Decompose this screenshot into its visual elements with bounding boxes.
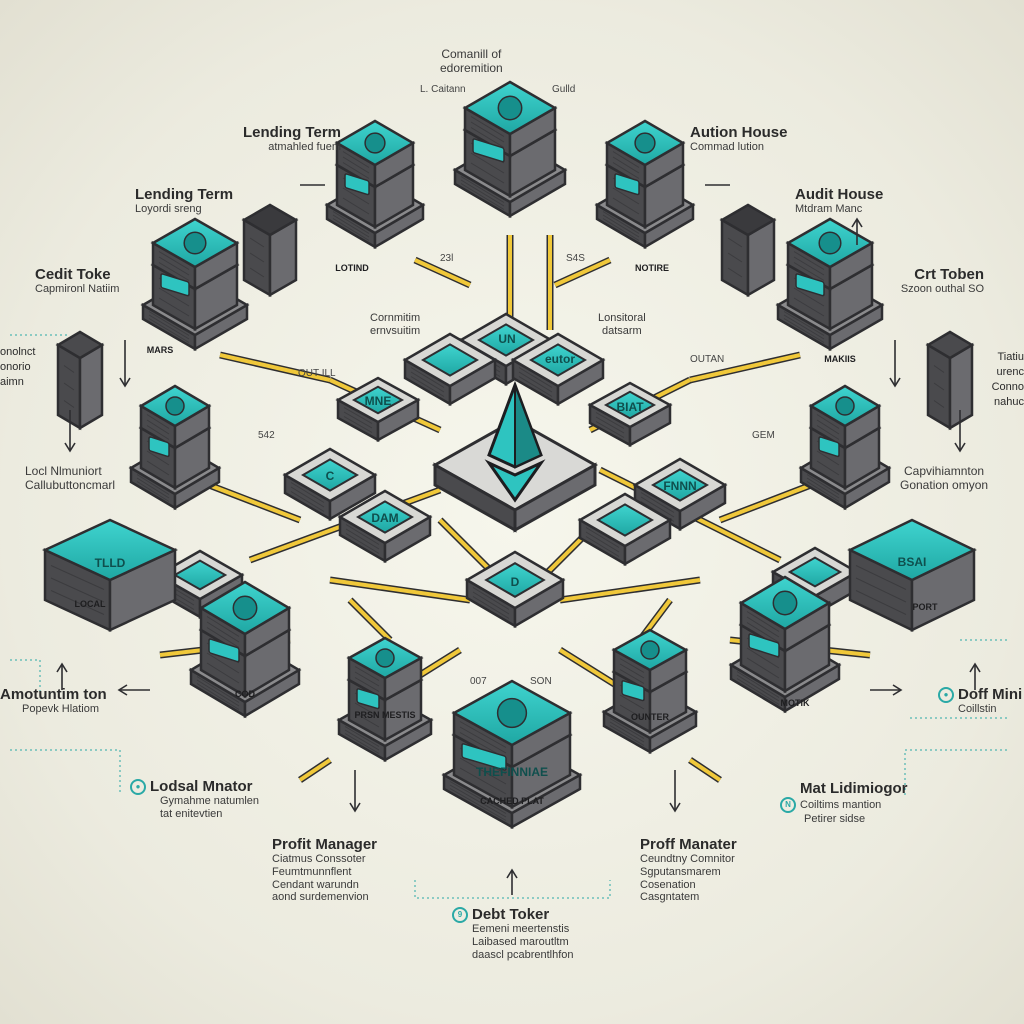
label-top-right-tag: Gulld xyxy=(552,84,576,95)
node-top-tower xyxy=(452,80,568,219)
plate-right-c xyxy=(577,492,673,567)
tile-text-sign-c: NOTIRE xyxy=(635,263,669,273)
tile-text-core-r: DAM xyxy=(371,511,398,525)
label-lodsal: ● Lodsal Mnator Gymahme natumlen tat enit… xyxy=(130,778,259,821)
plate-left-a xyxy=(335,376,421,443)
tile-text-right-b: FNNN xyxy=(663,479,696,493)
info-dot-icon: 9 xyxy=(452,907,468,924)
label-mat: Mat Lidimiogor N Coiltims mantion Petirer… xyxy=(780,780,908,826)
node-top-tower-cap xyxy=(462,80,558,159)
annotation-arrows xyxy=(56,184,981,895)
node-credit-left xyxy=(140,217,250,352)
label-oui-left: OUT ILL xyxy=(298,368,336,379)
label-num-left-mid: 542 xyxy=(258,430,275,441)
node-profit-left xyxy=(336,636,434,763)
node-local-right xyxy=(798,384,892,511)
node-debt-token xyxy=(441,679,583,830)
plate-top-c xyxy=(402,332,498,407)
label-profit-left: Profit Manager Ciatmus Conssoter Feumtmu… xyxy=(272,836,378,904)
label-mid-bottom-b: SON xyxy=(530,676,552,687)
label-captain-right: Capvihiamnton Gonation omyon xyxy=(900,464,989,492)
tile-text-sign-f: OUNTER xyxy=(631,712,670,722)
node-auction xyxy=(594,119,696,250)
tile-text-sign-d: MAKIIS xyxy=(824,354,856,364)
tile-text-core-c: D xyxy=(511,575,520,589)
leader-lines xyxy=(10,334,1010,899)
label-lending-term-2: Lending Term Loyordi sreng xyxy=(135,186,234,216)
label-left-notes: onolnct onorio aimn xyxy=(0,346,36,388)
label-lending-term-1: Lending Term atmahled fuem xyxy=(242,124,341,154)
node-blocks xyxy=(42,80,977,830)
node-screen-right xyxy=(847,518,977,632)
node-profit-right xyxy=(601,628,699,755)
node-lending-1-cap xyxy=(334,119,416,190)
label-amortization: Amotuntim ton Popevk Hlatiom xyxy=(0,686,107,716)
tile-text-screen-r: BSAI xyxy=(898,555,927,569)
node-credit-right xyxy=(775,217,885,352)
label-num-left-top: 23l xyxy=(440,253,454,264)
node-amortization-cap xyxy=(198,580,292,659)
node-cylinder-right xyxy=(925,330,975,431)
tile-text-right-a: BIAT xyxy=(616,400,644,414)
plate-right-b xyxy=(632,457,728,532)
tile-text-sign-h: PRSN MESTIS xyxy=(354,710,415,720)
label-profit-right: Proff Manater Ceundtny Comnitor Sgputans… xyxy=(640,836,737,904)
plate-right-a xyxy=(587,381,673,448)
node-server-rack-left xyxy=(241,203,299,298)
label-right-notes: Tiatiu urenc Conno nahuc xyxy=(991,351,1024,408)
label-oui-right: OUTAN xyxy=(690,354,725,365)
plate-core-l-plate xyxy=(282,447,378,522)
node-server-rack-right xyxy=(719,203,777,298)
label-center-right-note: Lonsitoral datsarm xyxy=(598,312,646,337)
node-auction-cap xyxy=(604,119,686,190)
tile-text-bottom-plate: CACHED PLAT xyxy=(480,796,544,806)
node-screen-left xyxy=(42,518,178,632)
label-credit-token-left: Cedit Toke Capmironl Natiim xyxy=(35,266,120,296)
label-mid-bottom-a: 007 xyxy=(470,676,487,687)
plate-core-c xyxy=(464,550,566,629)
info-dot-icon: N xyxy=(780,797,796,814)
node-doff xyxy=(728,575,842,714)
plate-core-l xyxy=(282,447,378,522)
label-local-mini: Locl Nlmuniort Callubuttoncmarl xyxy=(25,464,116,492)
tile-text-left-a: MNE xyxy=(365,394,392,408)
label-center-left-note: Cornmitim ernvsuitim xyxy=(370,312,421,337)
label-doff: ● Doff Mini Coillstin xyxy=(938,686,1022,716)
info-dot-icon: ● xyxy=(938,687,954,704)
label-auction-house: Aution House Commad lution xyxy=(690,124,788,154)
plate-core-c-plate xyxy=(464,550,566,629)
label-num-right-mid: GEM xyxy=(752,430,775,441)
node-cylinder-left xyxy=(55,330,105,431)
label-audit-house: Audit House Mtdram Manc xyxy=(795,186,884,216)
tile-text-sign-j: PORT xyxy=(912,602,938,612)
plate-core-r xyxy=(337,489,433,564)
tile-text-screen-l: TLLD xyxy=(95,556,126,570)
label-credit-token-right: Crt Toben Szoon outhal SO xyxy=(900,266,984,296)
label-top-title: Comanill of edoremition xyxy=(440,47,503,75)
node-lending-1 xyxy=(324,119,426,250)
ethereum-diamond-icon xyxy=(431,380,599,533)
label-top-left-tag: L. Caitann xyxy=(420,84,466,95)
tile-text-sign-e: MOTIK xyxy=(781,698,810,708)
info-dot-icon: ● xyxy=(130,779,146,796)
tile-text-bottom-screen: THEFINNIAE xyxy=(476,765,548,779)
tile-text-sign-i: LOCAL xyxy=(75,599,106,609)
tile-text-sign-a: MARS xyxy=(147,345,174,355)
tile-text-top-a: UN xyxy=(498,332,515,346)
tile-text-core-l: C xyxy=(326,469,335,483)
tile-text-top-b: eutor xyxy=(545,352,575,366)
node-local-left xyxy=(128,384,222,511)
node-local-left-cap xyxy=(138,384,212,451)
tile-text-sign-g: COD xyxy=(235,689,256,699)
tile-text-sign-b: LOTIND xyxy=(335,263,369,273)
plate-top-b xyxy=(510,332,606,407)
label-debt-token: 9 Debt Toker Eemeni meertenstis Laibased … xyxy=(452,906,574,961)
label-num-right-top: S4S xyxy=(566,253,585,264)
node-amortization xyxy=(188,580,302,719)
